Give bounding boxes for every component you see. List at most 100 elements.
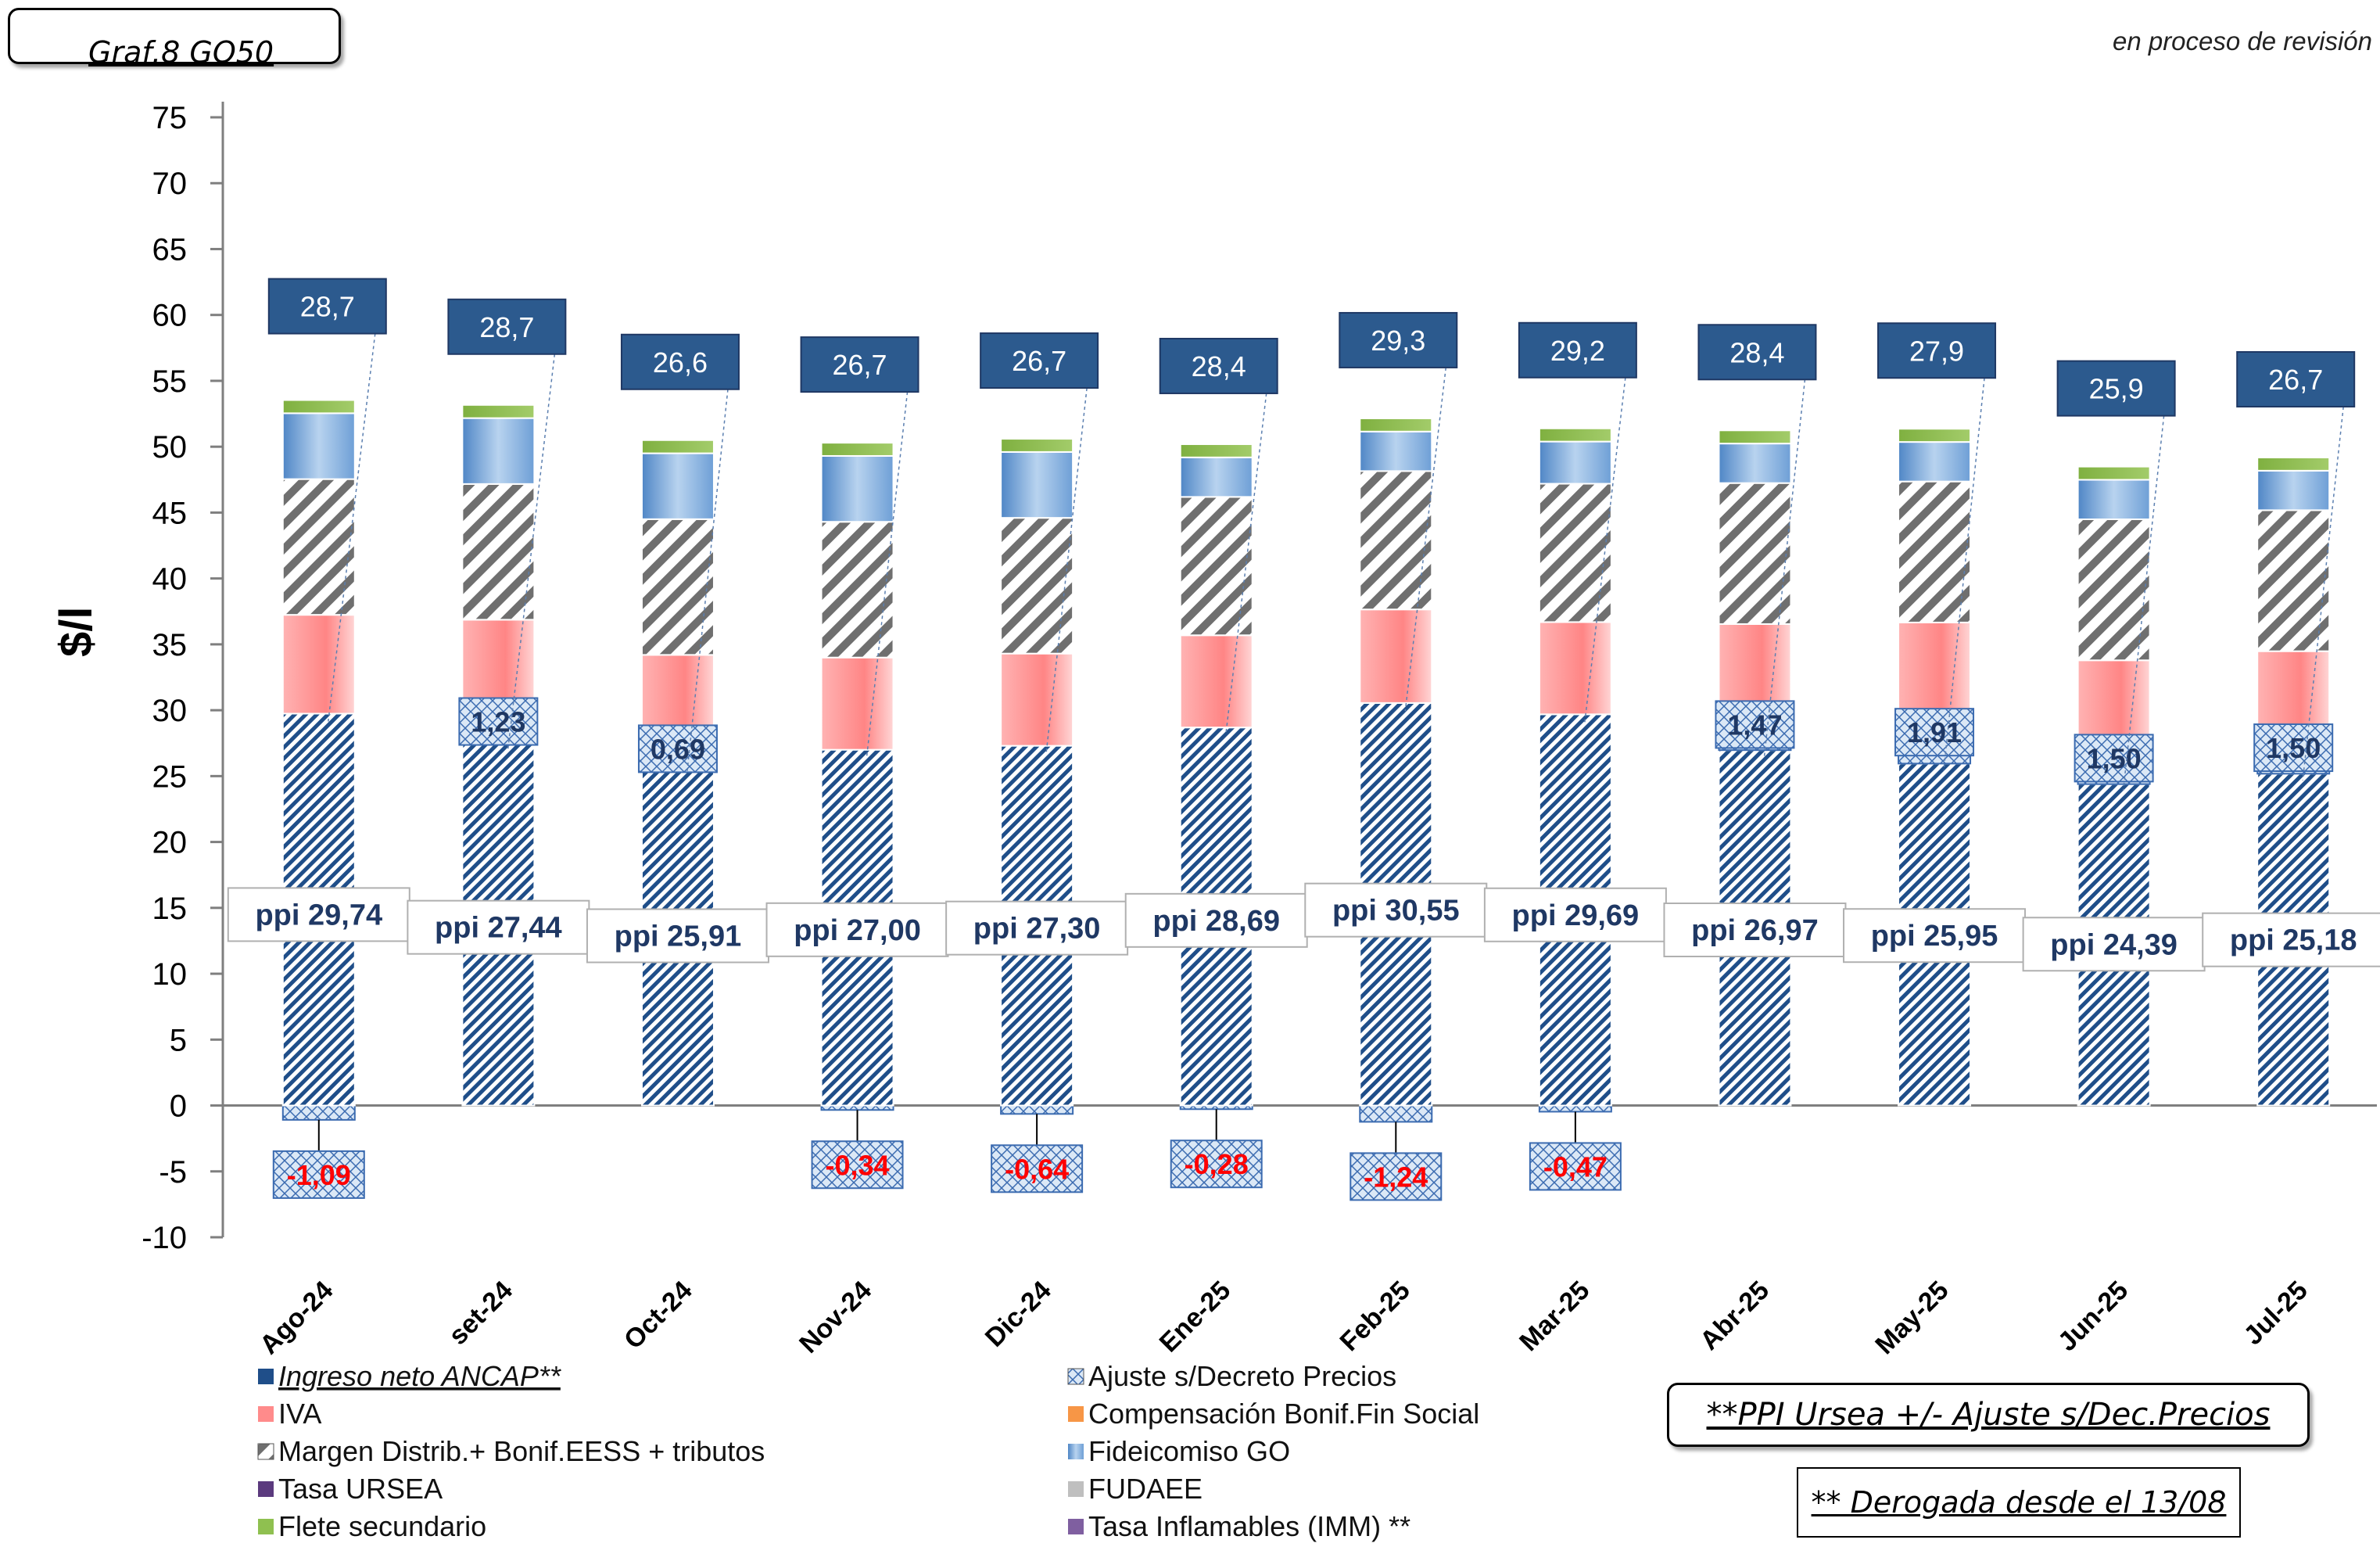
legend-label: Flete secundario bbox=[278, 1510, 486, 1542]
top-label-box bbox=[1159, 337, 1278, 394]
bar-flete bbox=[2256, 456, 2331, 472]
bar-margen bbox=[281, 478, 356, 616]
legend-swatch bbox=[1067, 1368, 1084, 1385]
x-tick-label: set-24 bbox=[443, 1276, 518, 1351]
bar-flete bbox=[1718, 429, 1792, 445]
x-tick-label: Oct-24 bbox=[618, 1276, 698, 1355]
ajuste-label-box bbox=[272, 1150, 365, 1199]
top-label: 28,4 bbox=[1729, 336, 1784, 368]
bar-ajuste bbox=[1538, 1104, 1612, 1113]
top-label-leader bbox=[507, 354, 556, 752]
bar-iva bbox=[1000, 652, 1074, 747]
bar-fideicomiso bbox=[820, 454, 894, 523]
bar-margen bbox=[2077, 519, 2151, 662]
bar-iva bbox=[820, 656, 894, 751]
legend-swatch bbox=[1068, 1406, 1084, 1422]
bar-flete bbox=[820, 442, 894, 457]
bars bbox=[281, 399, 2331, 1123]
ppi-label-box bbox=[1663, 903, 1847, 958]
y-tick-label: 45 bbox=[152, 496, 188, 530]
top-label: 29,2 bbox=[1550, 335, 1605, 367]
top-label: 26,7 bbox=[833, 349, 887, 381]
legend-swatch bbox=[1068, 1481, 1084, 1497]
ppi-label: ppi 27,00 bbox=[794, 914, 921, 947]
bar-ajuste bbox=[1359, 1104, 1433, 1123]
top-label: 29,3 bbox=[1371, 325, 1425, 357]
ajuste-label: 1,50 bbox=[2087, 742, 2142, 774]
bar-fideicomiso bbox=[1718, 443, 1792, 484]
y-tick-label: 5 bbox=[170, 1023, 187, 1057]
bar-fideicomiso bbox=[1000, 450, 1074, 519]
top-label-box bbox=[980, 332, 1099, 389]
bar-margen bbox=[461, 483, 536, 621]
bar-ajuste bbox=[1000, 1104, 1074, 1115]
top-label: 26,6 bbox=[653, 346, 708, 379]
y-tick-label: 25 bbox=[152, 759, 188, 794]
bar-fideicomiso bbox=[640, 452, 715, 520]
ppi-formula-text: **PPI Ursea +/- Ajuste s/Dec.Precios bbox=[1706, 1397, 2271, 1433]
ajuste-label: -0,64 bbox=[1005, 1153, 1069, 1185]
x-tick-label: Feb-25 bbox=[1335, 1276, 1416, 1357]
y-tick-label: -10 bbox=[142, 1221, 187, 1255]
top-label-box bbox=[1877, 322, 1997, 379]
bar-ajuste bbox=[281, 1104, 356, 1121]
ppi-label: ppi 28,69 bbox=[1152, 905, 1280, 938]
top-label-box bbox=[1518, 321, 1637, 379]
review-status: en proceso de revisión bbox=[2112, 27, 2372, 56]
legend-swatch bbox=[257, 1443, 274, 1460]
legend-label: Ajuste s/Decreto Precios bbox=[1088, 1360, 1396, 1392]
ppi-label-box bbox=[2022, 917, 2206, 972]
ajuste-label-box bbox=[1894, 708, 1975, 757]
y-tick-label: 30 bbox=[152, 694, 188, 728]
y-tick-label: -5 bbox=[159, 1155, 187, 1190]
legend: Ingreso neto ANCAP** IVA Margen Distrib.+ … bbox=[257, 1360, 1479, 1542]
x-tick-label: Ago-24 bbox=[254, 1276, 339, 1360]
top-label-leader bbox=[1224, 393, 1267, 735]
top-label-box bbox=[1339, 311, 1458, 368]
ajuste-label: -0,34 bbox=[826, 1149, 890, 1181]
ppi-label: ppi 30,55 bbox=[1332, 895, 1460, 928]
top-label-leader bbox=[2122, 415, 2165, 791]
x-tick-label: May-25 bbox=[1869, 1276, 1954, 1360]
ppi-label-box bbox=[1483, 887, 1667, 942]
legend-label: Compensación Bonif.Fin Social bbox=[1088, 1398, 1479, 1430]
ppi-label-box bbox=[945, 900, 1129, 956]
ajuste-label-box bbox=[991, 1144, 1084, 1193]
bar-flete bbox=[461, 404, 536, 419]
top-label-leader bbox=[328, 333, 376, 722]
bar-margen bbox=[1898, 480, 1972, 623]
bar-iva bbox=[1538, 621, 1612, 716]
x-tick-label: Jul-25 bbox=[2238, 1276, 2314, 1351]
bar-margen bbox=[2256, 509, 2331, 652]
bar-fideicomiso bbox=[2077, 479, 2151, 521]
ppi-label: ppi 25,91 bbox=[615, 921, 742, 953]
ppi-label-box bbox=[1843, 908, 2027, 964]
top-label: 28,7 bbox=[300, 291, 355, 323]
x-tick-label: Jun-25 bbox=[2052, 1276, 2134, 1357]
ajuste-label: 0,69 bbox=[651, 733, 705, 765]
top-label-box bbox=[267, 278, 387, 335]
ajuste-label-box bbox=[2074, 734, 2154, 783]
bar-flete bbox=[1000, 438, 1074, 453]
ajuste-label-box bbox=[458, 697, 539, 746]
y-tick-label: 55 bbox=[152, 364, 188, 399]
y-tick-label: 75 bbox=[152, 101, 188, 135]
y-tick-label: 0 bbox=[170, 1089, 187, 1124]
bar-margen bbox=[1000, 517, 1074, 655]
legend-swatch bbox=[258, 1369, 274, 1384]
ppi-label: ppi 26,97 bbox=[1691, 914, 1819, 947]
top-label-box bbox=[2236, 350, 2356, 407]
bar-fideicomiso bbox=[1538, 440, 1612, 485]
ajuste-label: 1,50 bbox=[2266, 732, 2321, 764]
bar-iva bbox=[1359, 608, 1433, 704]
ppi-label: ppi 29,74 bbox=[255, 899, 382, 931]
bar-flete bbox=[281, 399, 356, 415]
y-tick-label: 70 bbox=[152, 167, 188, 201]
legend-label: Tasa Inflamables (IMM) ** bbox=[1088, 1510, 1410, 1542]
bar-fideicomiso bbox=[1359, 430, 1433, 472]
x-tick-label: Dic-24 bbox=[980, 1276, 1057, 1353]
top-label-leader bbox=[686, 389, 729, 771]
bar-fideicomiso bbox=[461, 417, 536, 485]
bar-iva bbox=[1179, 634, 1253, 729]
